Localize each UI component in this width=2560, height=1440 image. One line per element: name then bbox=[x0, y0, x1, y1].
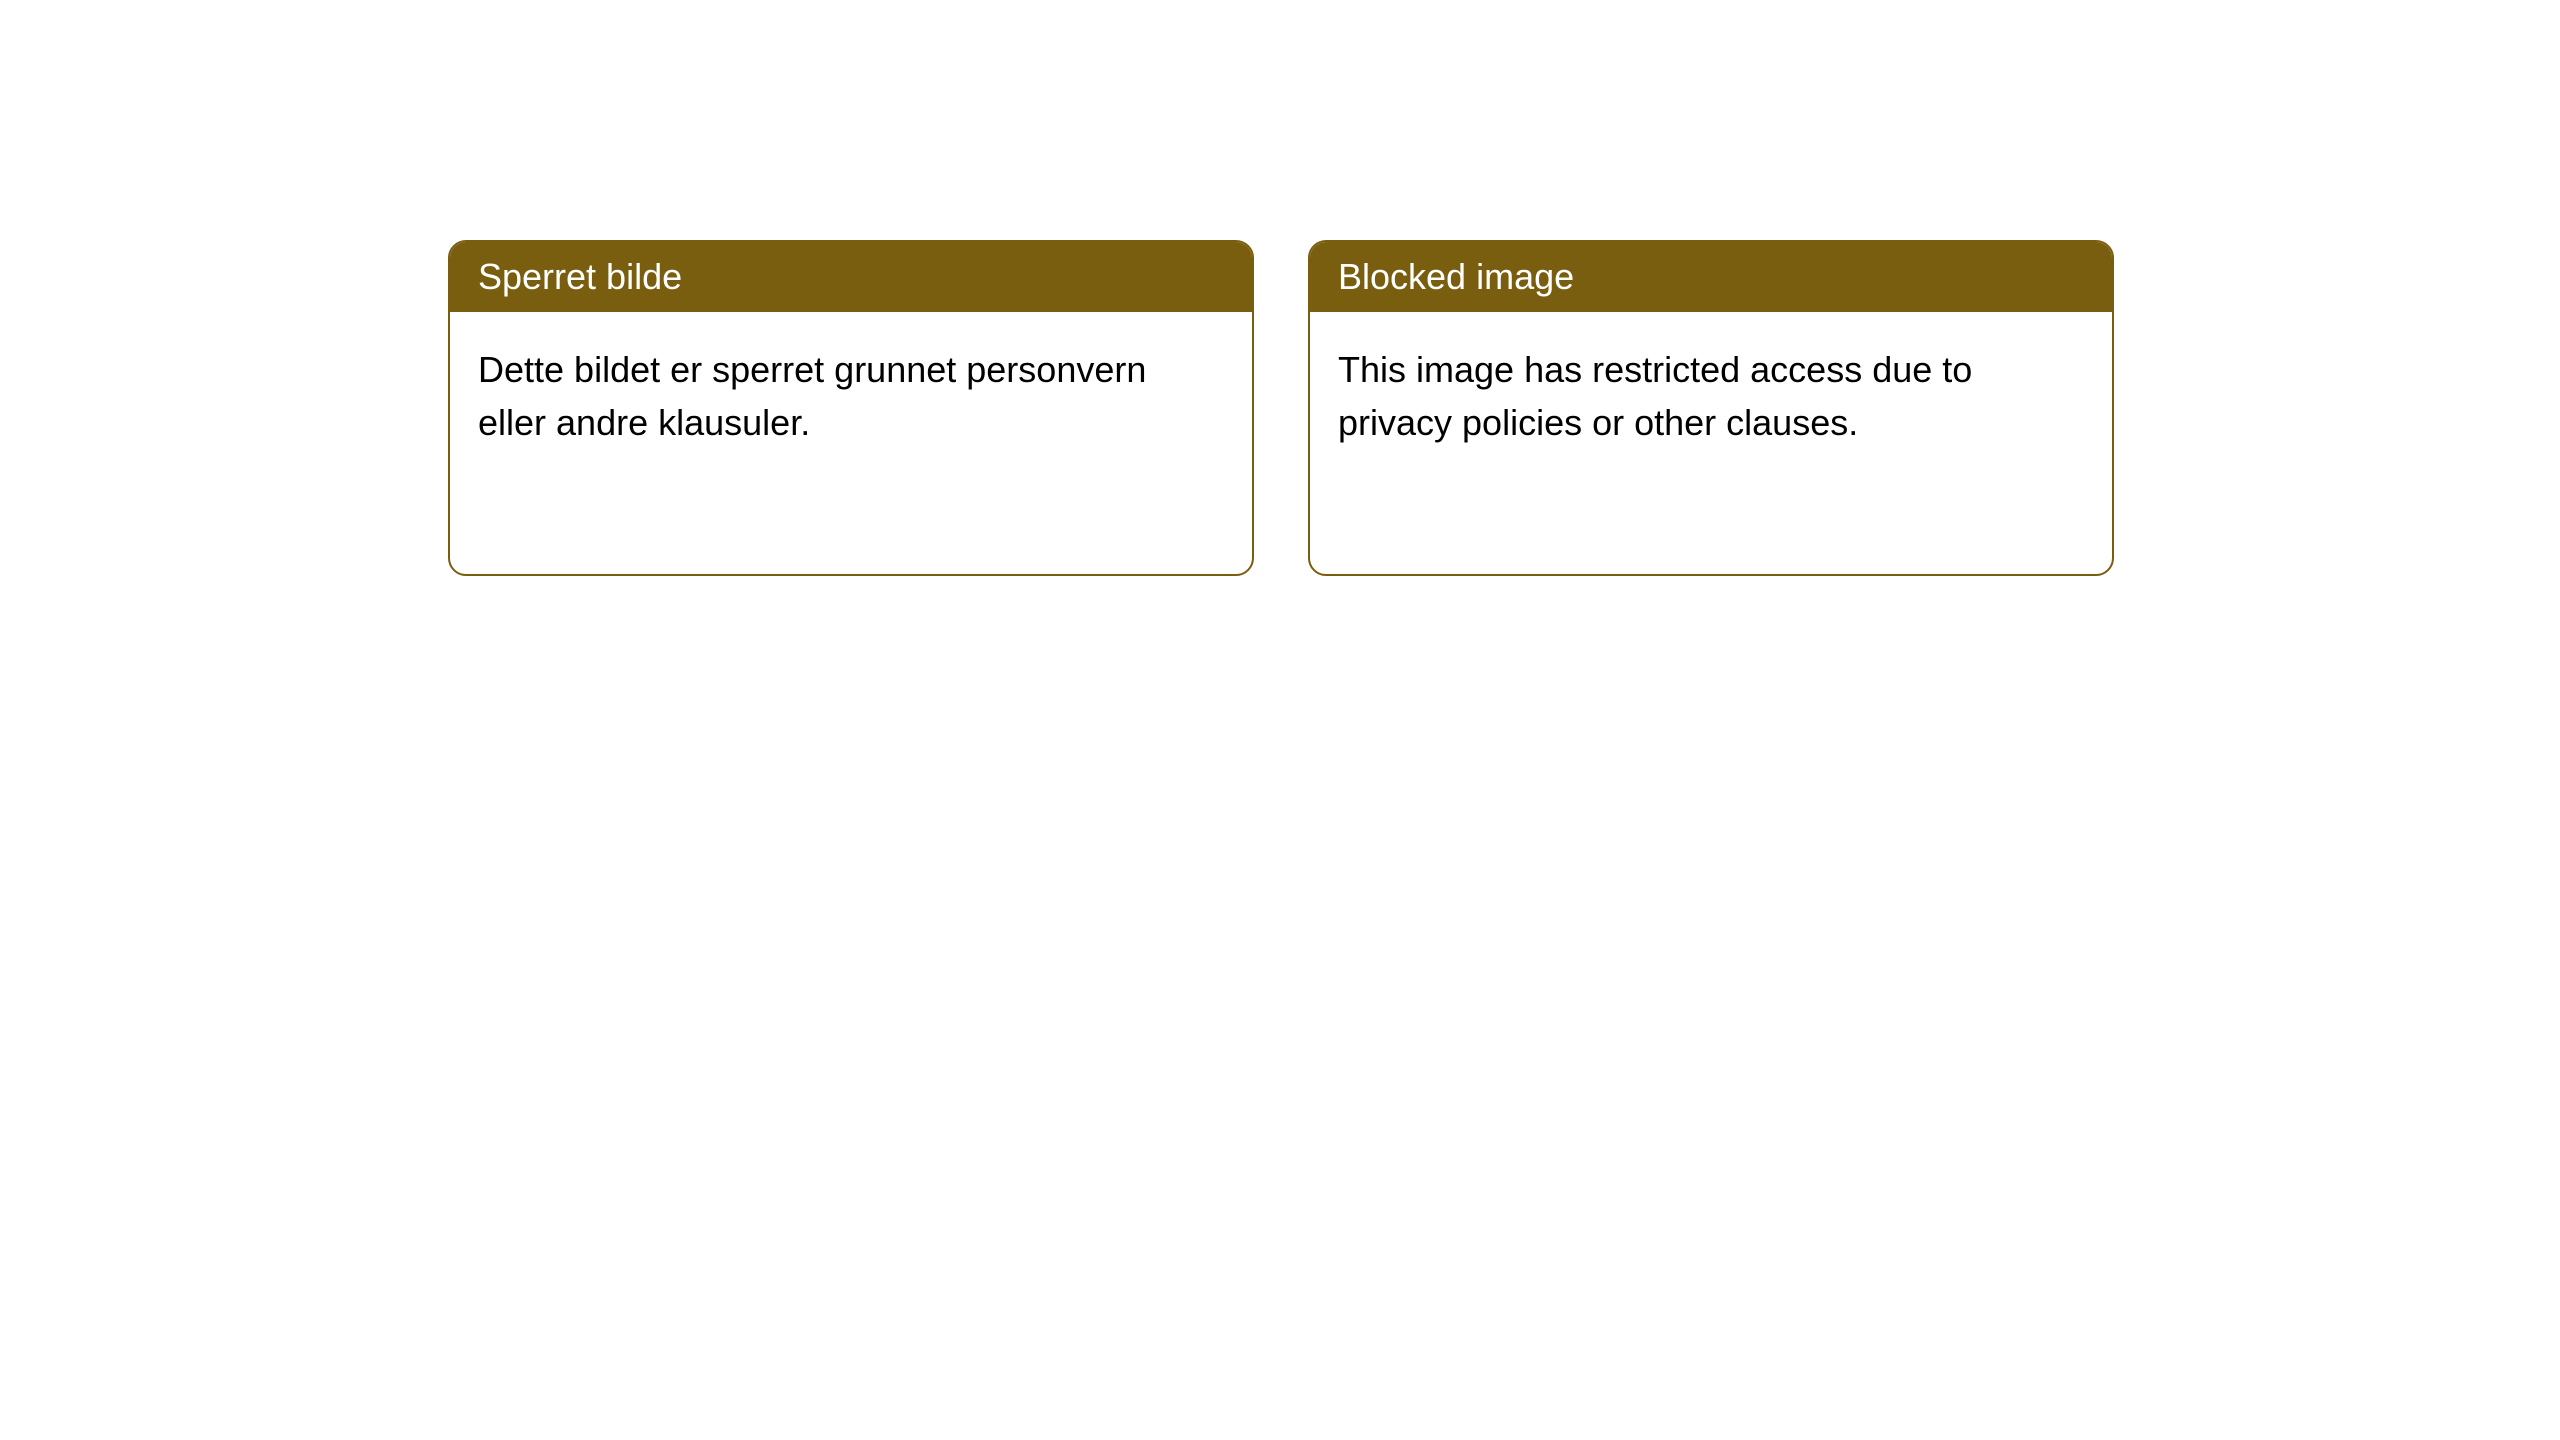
notice-card-container: Sperret bilde Dette bildet er sperret gr… bbox=[448, 240, 2114, 576]
card-body-text: This image has restricted access due to … bbox=[1338, 349, 1972, 442]
notice-card-english: Blocked image This image has restricted … bbox=[1308, 240, 2114, 576]
card-body: This image has restricted access due to … bbox=[1310, 312, 2112, 480]
card-body-text: Dette bildet er sperret grunnet personve… bbox=[478, 349, 1146, 442]
card-body: Dette bildet er sperret grunnet personve… bbox=[450, 312, 1252, 480]
card-header: Blocked image bbox=[1310, 242, 2112, 312]
card-header-text: Sperret bilde bbox=[478, 256, 682, 297]
card-header-text: Blocked image bbox=[1338, 256, 1574, 297]
card-header: Sperret bilde bbox=[450, 242, 1252, 312]
notice-card-norwegian: Sperret bilde Dette bildet er sperret gr… bbox=[448, 240, 1254, 576]
